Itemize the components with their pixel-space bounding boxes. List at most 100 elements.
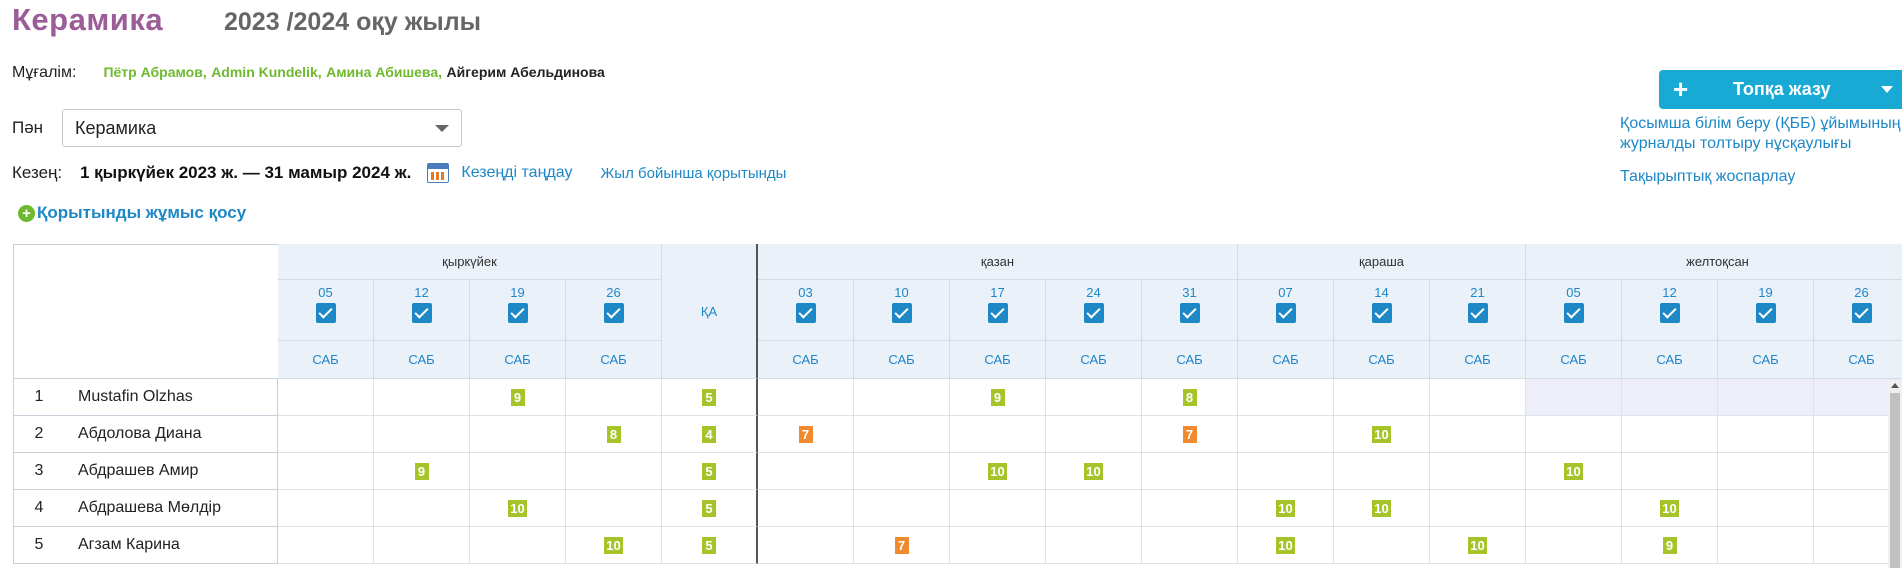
grade-mark[interactable]: 10 [988,462,1007,480]
lesson-date[interactable]: 12 [414,285,429,300]
grade-cell[interactable] [1142,453,1238,490]
lesson-date-header[interactable]: 05 [278,280,374,341]
grade-mark[interactable]: 10 [1372,499,1391,517]
grade-mark[interactable]: 10 [1276,536,1295,554]
grade-mark[interactable]: 10 [1084,462,1103,480]
lesson-date-header[interactable]: 12 [374,280,470,341]
grade-cell[interactable]: 10 [1622,490,1718,527]
grade-cell[interactable] [758,453,854,490]
grade-cell[interactable] [854,379,950,416]
grade-cell[interactable]: 7 [854,527,950,564]
grade-mark[interactable]: 7 [894,536,909,554]
grade-cell[interactable] [1430,490,1526,527]
grade-cell[interactable] [278,453,374,490]
grade-cell[interactable] [1526,416,1622,453]
lesson-checkbox[interactable] [1179,303,1200,323]
grade-cell[interactable]: 10 [1334,416,1430,453]
grade-mark[interactable]: 9 [414,462,429,480]
grade-cell[interactable]: 7 [758,416,854,453]
lesson-type[interactable]: САБ [374,341,470,379]
lesson-type[interactable]: САБ [566,341,662,379]
grade-mark[interactable]: 9 [990,388,1005,406]
grade-cell[interactable] [1238,453,1334,490]
grade-mark[interactable]: 10 [1468,536,1487,554]
grade-mark[interactable]: 7 [798,425,813,443]
final-grade-cell[interactable]: 5 [662,379,758,416]
lesson-checkbox[interactable] [987,303,1008,323]
lesson-date-header[interactable]: 26 [566,280,662,341]
grade-cell[interactable]: 9 [950,379,1046,416]
grade-cell[interactable] [1430,379,1526,416]
student-name[interactable]: Абдрашева Мөлдір [64,490,278,527]
yearly-summary-link[interactable]: Жыл бойынша қорытынды [600,164,787,182]
grade-cell[interactable] [374,527,470,564]
grade-cell[interactable] [566,379,662,416]
lesson-date[interactable]: 05 [318,285,333,300]
grade-cell[interactable] [470,416,566,453]
lesson-date[interactable]: 10 [894,285,909,300]
grade-cell[interactable] [566,453,662,490]
grade-cell[interactable] [950,527,1046,564]
grade-cell[interactable] [1046,416,1142,453]
grade-mark[interactable]: 10 [604,536,623,554]
grade-cell[interactable]: 10 [1046,453,1142,490]
chevron-down-icon[interactable] [1881,86,1893,93]
final-grade-cell[interactable]: 5 [662,490,758,527]
grade-mark[interactable]: 5 [702,499,716,517]
grade-mark[interactable]: 5 [702,388,716,406]
lesson-checkbox[interactable] [891,303,912,323]
student-name[interactable]: Агзам Карина [64,527,278,564]
grade-mark[interactable]: 7 [1182,425,1197,443]
lesson-type[interactable]: САБ [1718,341,1814,379]
grade-cell[interactable] [1718,379,1814,416]
scroll-up-icon[interactable] [1891,383,1899,388]
grade-cell[interactable] [566,490,662,527]
lesson-date[interactable]: 26 [1854,285,1869,300]
lesson-date[interactable]: 24 [1086,285,1101,300]
lesson-date-header[interactable]: 21 [1430,280,1526,341]
grade-cell[interactable] [1238,416,1334,453]
grade-cell[interactable]: 10 [1430,527,1526,564]
grade-cell[interactable] [758,379,854,416]
grade-cell[interactable]: 10 [950,453,1046,490]
grade-mark[interactable]: 8 [606,425,621,443]
grade-cell[interactable] [1334,379,1430,416]
lesson-type[interactable]: САБ [470,341,566,379]
lesson-type[interactable]: САБ [1526,341,1622,379]
lesson-type[interactable]: САБ [1238,341,1334,379]
grade-cell[interactable]: 8 [566,416,662,453]
lesson-type[interactable]: САБ [854,341,950,379]
grade-mark[interactable]: 4 [702,425,716,443]
lesson-type[interactable]: САБ [1334,341,1430,379]
grade-cell[interactable]: 9 [1622,527,1718,564]
grade-cell[interactable] [1718,490,1814,527]
grade-cell[interactable] [1814,379,1902,416]
grade-cell[interactable] [278,379,374,416]
grade-cell[interactable] [1814,490,1902,527]
grade-mark[interactable]: 10 [1276,499,1295,517]
grade-mark[interactable]: 9 [1662,536,1677,554]
lesson-date[interactable]: 07 [1278,285,1293,300]
grade-cell[interactable] [950,490,1046,527]
grade-cell[interactable] [1622,379,1718,416]
lesson-checkbox[interactable] [1659,303,1680,323]
grade-cell[interactable] [1238,379,1334,416]
grade-mark[interactable]: 5 [702,536,716,554]
grade-cell[interactable]: 10 [1334,490,1430,527]
grade-cell[interactable] [1622,416,1718,453]
lesson-date-header[interactable]: 19 [1718,280,1814,341]
grade-cell[interactable] [1718,416,1814,453]
lesson-type[interactable]: САБ [1430,341,1526,379]
lesson-date[interactable]: 19 [510,285,525,300]
lesson-date[interactable]: 31 [1182,285,1197,300]
calendar-icon[interactable] [427,163,450,183]
grade-cell[interactable] [374,379,470,416]
grade-cell[interactable]: 10 [470,490,566,527]
choose-period-link[interactable]: Кезеңді таңдау [461,164,573,181]
final-grade-cell[interactable]: 5 [662,527,758,564]
grade-cell[interactable] [374,490,470,527]
lesson-checkbox[interactable] [1083,303,1104,323]
vertical-scrollbar[interactable] [1888,381,1902,568]
grade-mark[interactable]: 10 [1372,425,1391,443]
lesson-type[interactable]: САБ [950,341,1046,379]
